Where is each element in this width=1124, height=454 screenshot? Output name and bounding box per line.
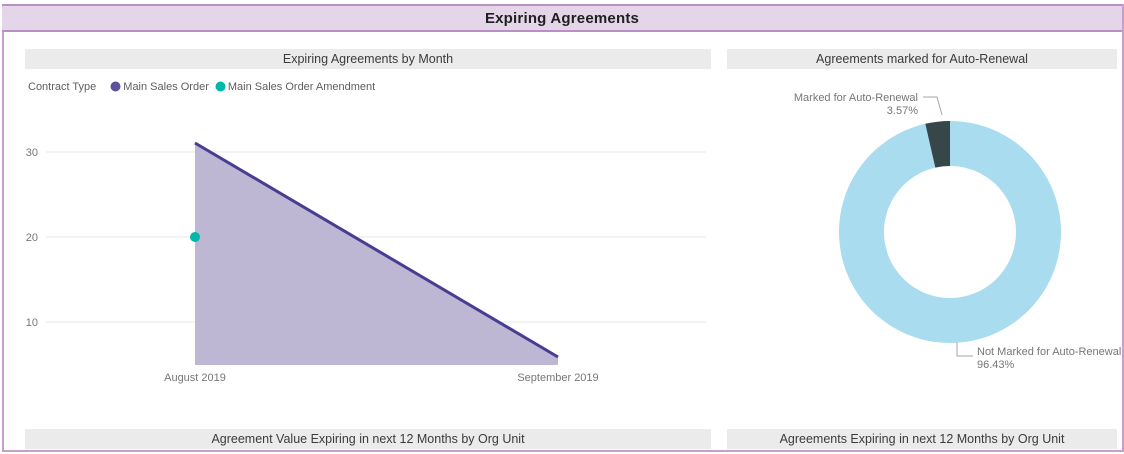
dashboard-header: Expiring Agreements [2, 4, 1122, 32]
panel-title-text: Agreements marked for Auto-Renewal [816, 52, 1028, 66]
area-series-main-sales-order[interactable] [195, 143, 558, 365]
donut-slice-not-marked[interactable] [838, 121, 1061, 343]
legend-dot-icon [110, 81, 121, 92]
legend-item-main-sales-order[interactable]: Main Sales Order [110, 81, 209, 93]
page-border [2, 4, 1124, 452]
donut-chart [838, 96, 1061, 357]
donut-label-not-marked: Not Marked for Auto-Renewal 96.43% [977, 346, 1121, 372]
x-label-august-2019: August 2019 [164, 372, 226, 384]
legend-contract-type: Contract Type Main Sales Order Main Sale… [28, 79, 375, 94]
legend-dot-icon [215, 81, 226, 92]
y-tick-30: 30 [26, 147, 38, 159]
point-main-sales-order-amendment[interactable] [190, 232, 200, 242]
legend-title: Contract Type [28, 80, 97, 93]
donut-label-category: Not Marked for Auto-Renewal [977, 346, 1122, 358]
legend-item-main-sales-order-amendment[interactable]: Main Sales Order Amendment [215, 81, 375, 93]
panel-title-text: Agreement Value Expiring in next 12 Mont… [211, 432, 525, 446]
x-label-september-2019: September 2019 [517, 372, 598, 384]
y-tick-20: 20 [26, 232, 38, 244]
donut-label-marked: Marked for Auto-Renewal 3.57% [778, 92, 918, 118]
panel-title-text: Expiring Agreements by Month [282, 52, 454, 66]
panel-title-count-by-org-unit: Agreements Expiring in next 12 Months by… [727, 429, 1117, 449]
panel-title-auto-renewal: Agreements marked for Auto-Renewal [727, 49, 1117, 69]
donut-label-category: Marked for Auto-Renewal [793, 92, 918, 104]
legend-item-label: Main Sales Order Amendment [227, 80, 376, 93]
leader-line-marked [923, 96, 943, 116]
y-tick-10: 10 [26, 317, 38, 329]
page-title: Expiring Agreements [484, 9, 640, 27]
panel-title-text: Agreements Expiring in next 12 Months by… [779, 432, 1065, 446]
line-series-main-sales-order[interactable] [194, 141, 559, 359]
donut-label-percent: 3.57% [886, 105, 918, 117]
leader-line-not-marked [956, 342, 973, 357]
donut-slice-marked[interactable] [925, 121, 950, 168]
donut-label-percent: 96.43% [977, 359, 1015, 371]
area-chart: 30 20 10 August 2019 September 2019 [26, 141, 706, 384]
panel-title-value-by-org-unit: Agreement Value Expiring in next 12 Mont… [25, 429, 711, 449]
panel-title-expiring-by-month: Expiring Agreements by Month [25, 49, 711, 69]
legend-item-label: Main Sales Order [123, 80, 209, 93]
